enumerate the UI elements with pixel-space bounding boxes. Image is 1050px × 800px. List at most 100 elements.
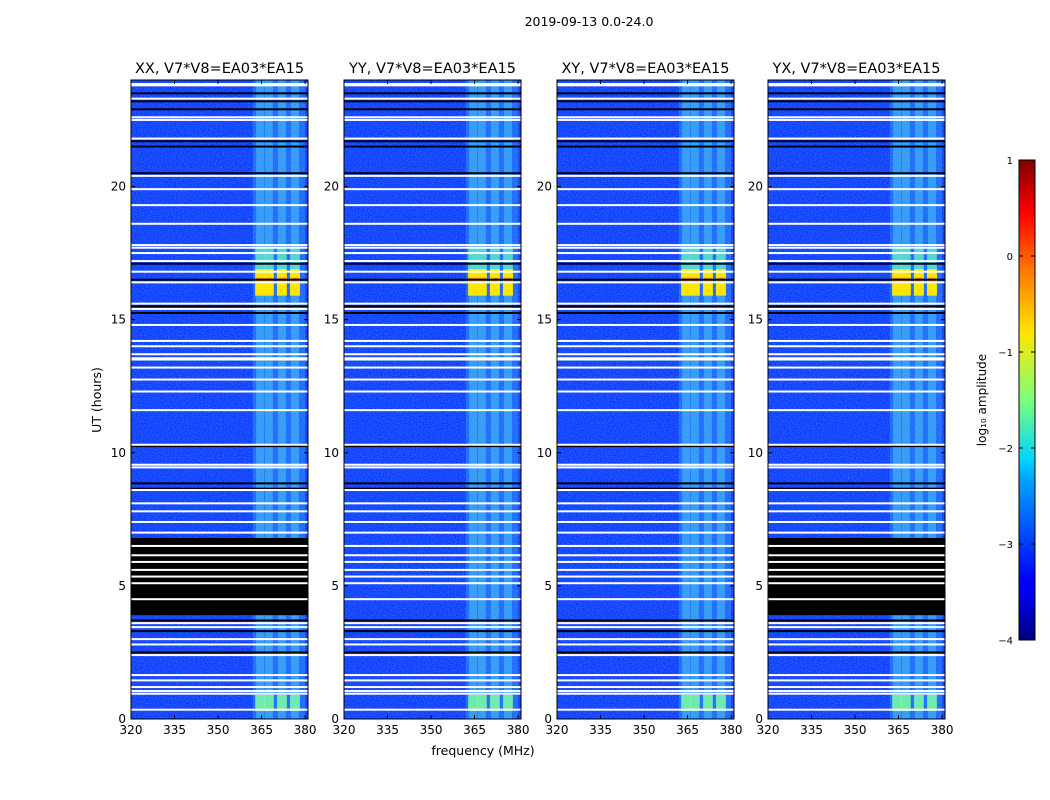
x-tick-label: 365 [887,723,910,737]
flagged-white-row [768,502,945,505]
flagged-white-row [131,638,308,641]
flagged-white-row [768,463,945,466]
panel-title: XY, V7*V8=EA03*EA15 [561,61,729,77]
flagged-white-row [131,582,308,585]
rfi-low-segment [926,695,937,712]
flagged-white-row [344,560,521,563]
flagged-white-row [344,686,521,689]
flagged-white-row [557,84,734,87]
flagged-white-row [131,339,308,342]
colorbar-gradient [1018,159,1036,641]
flagged-white-row [557,443,734,446]
flagged-white-row [131,252,308,255]
flagged-white-row [131,353,308,356]
x-tick-label: 335 [589,723,612,737]
flagged-white-row [557,353,734,356]
y-tick-label: 10 [748,446,763,460]
flagged-white-row [131,502,308,505]
flagged-white-row [768,568,945,571]
rfi-channel [256,80,265,719]
flagged-white-row [344,204,521,207]
rfi-pre-burst [702,247,713,270]
flagged-white-row [768,357,945,360]
flagged-dark-row [131,482,308,485]
flagged-white-row [131,674,308,677]
rfi-low-segment [715,695,726,712]
flagged-dark-row [344,108,521,111]
rfi-pre-burst [289,247,300,270]
flagged-dark-row [344,140,521,143]
flagged-white-row [344,626,521,629]
flagged-white-row [131,568,308,571]
flagged-dark-row [768,487,945,490]
flagged-white-row [557,568,734,571]
x-tick-label: 320 [546,723,569,737]
flagged-dark-row [344,487,521,490]
rfi-pre-burst [263,247,274,270]
flagged-dark-row [131,278,308,281]
flagged-white-row [557,544,734,547]
flagged-white-row [768,270,945,273]
y-tick-label: 5 [118,579,126,593]
panel-2: YY, V7*V8=EA03*EA15 320 335 350 365 380 0 5 10 15… [324,61,530,737]
flagged-white-row [557,463,734,466]
flagged-dark-row [131,305,308,308]
rfi-pre-burst [476,247,487,270]
flagged-white-row [557,281,734,284]
rfi-low-segment [502,695,513,712]
y-tick-label: 0 [118,712,126,726]
flagged-dark-row [768,172,945,175]
colorbar: 1 0 −1 −2 −3 −4 log₁₀ amplitude [975,156,1036,647]
flagged-dark-row [344,305,521,308]
rfi-channel [690,80,699,719]
panel-frame [343,79,522,720]
flagged-white-row [131,463,308,466]
flagged-white-row [768,366,945,369]
flagged-dark-row [131,619,308,622]
panel-title: YX, V7*V8=EA03*EA15 [771,61,940,77]
heatmap-noise [344,80,521,719]
flagged-white-row [344,260,521,263]
y-tick-label: 10 [537,446,552,460]
rfi-low-segment [289,695,300,712]
flagged-white-row [131,510,308,513]
rfi-pre-burst [502,247,513,270]
rfi-channel [490,80,499,719]
flagged-white-row [557,654,734,657]
flagged-white-row [344,246,521,249]
flagged-white-row [131,654,308,657]
flagged-white-row [557,626,734,629]
flagged-dark-row [768,278,945,281]
flagged-white-row [131,137,308,140]
colorbar-tick-label: −1 [998,348,1013,359]
rfi-pre-burst [468,247,479,270]
flagged-white-row [344,502,521,505]
flagged-white-row [344,568,521,571]
flagged-dark-row [768,445,945,448]
x-tick-label: 350 [844,723,867,737]
flagged-white-row [768,409,945,412]
flagged-white-row [557,598,734,601]
x-tick-label: 350 [207,723,230,737]
flagged-dark-row [131,108,308,111]
flagged-dark-row [557,619,734,622]
flagged-white-row [557,118,734,121]
flagged-dark-row [131,262,308,265]
flagged-white-row [768,260,945,263]
rfi-low-segment [892,695,903,712]
flagged-dark-row [768,108,945,111]
flagged-white-row [768,323,945,326]
flagged-white-row [557,466,734,469]
y-tick-label: 10 [111,446,126,460]
flagged-white-row [344,252,521,255]
flagged-white-row [557,174,734,177]
flagged-white-row [344,116,521,119]
flagged-dark-row [131,140,308,143]
flagged-dark-row [131,651,308,654]
flagged-white-row [557,307,734,310]
rfi-channel [277,80,286,719]
y-tick-label: 20 [324,180,339,194]
flagged-white-row [131,622,308,625]
flagged-white-row [131,443,308,446]
x-tick-label: 335 [800,723,823,737]
